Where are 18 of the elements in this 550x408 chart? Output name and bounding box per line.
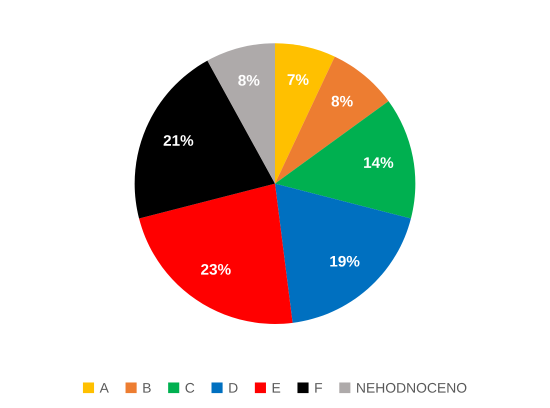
- legend-label: D: [229, 383, 238, 393]
- pie-slice: [275, 184, 411, 323]
- data-label: 23%: [201, 264, 231, 275]
- data-label: 8%: [332, 96, 353, 107]
- data-label: 14%: [364, 157, 394, 168]
- legend-label: C: [186, 382, 194, 393]
- data-label: 19%: [330, 256, 360, 267]
- legend-label: A: [100, 383, 109, 393]
- legend-label: F: [315, 383, 322, 393]
- legend-label: B: [143, 383, 151, 393]
- pie-slice: [134, 60, 275, 219]
- legend-label: NEHODNOCENO: [357, 382, 466, 393]
- legend-label: E: [272, 383, 280, 393]
- pie-slice: [207, 43, 275, 184]
- pie-slice: [139, 184, 293, 324]
- data-label: 21%: [164, 135, 194, 146]
- data-label: 7%: [288, 74, 309, 85]
- data-label: 8%: [238, 74, 260, 86]
